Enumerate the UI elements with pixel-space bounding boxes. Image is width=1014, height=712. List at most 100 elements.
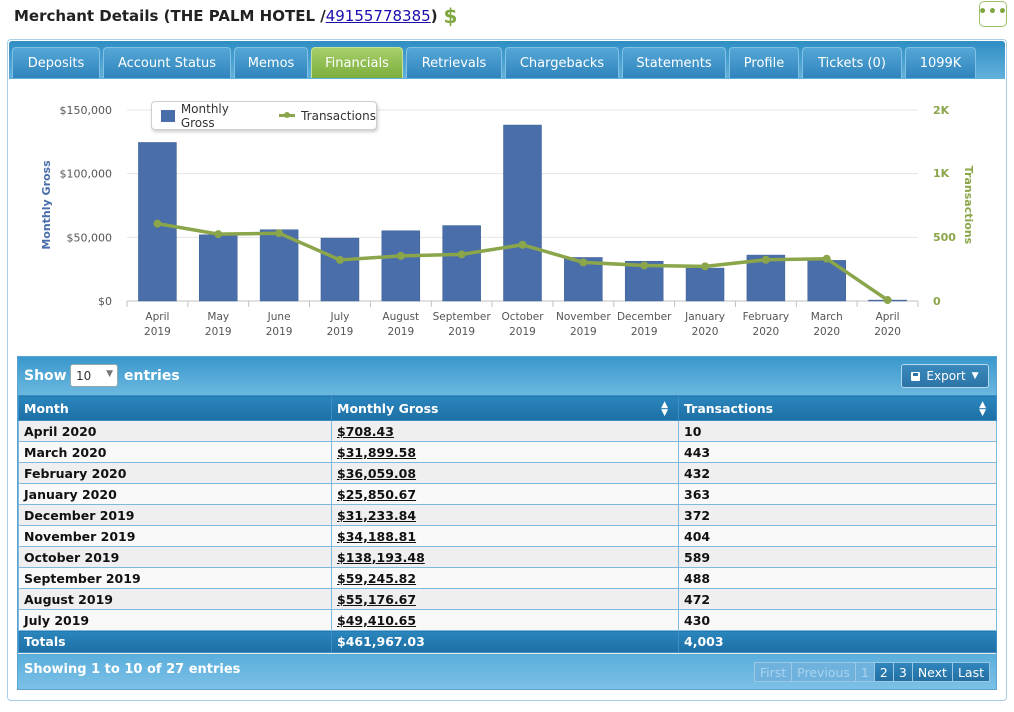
cell-monthly-gross: $25,850.67 bbox=[331, 483, 679, 505]
pager-first-button[interactable]: First bbox=[753, 662, 793, 682]
cell-monthly-gross: $708.43 bbox=[331, 420, 679, 442]
cell-month: July 2019 bbox=[18, 609, 332, 631]
column-header-label: Transactions bbox=[684, 400, 774, 416]
sort-icon: ▲ ▼ bbox=[661, 400, 668, 418]
cell-month: April 2020 bbox=[18, 420, 332, 442]
tab-memos[interactable]: Memos bbox=[234, 47, 308, 78]
cell-month: December 2019 bbox=[18, 504, 332, 526]
monthly-gross-link[interactable]: $55,176.67 bbox=[337, 591, 417, 607]
cell-monthly-gross: $49,410.65 bbox=[331, 609, 679, 631]
column-header-label: Monthly Gross bbox=[337, 400, 439, 416]
cell-monthly-gross: $31,233.84 bbox=[331, 504, 679, 526]
table-row: January 2020 $25,850.67 363 bbox=[18, 483, 997, 505]
tab-tickets-0[interactable]: Tickets (0) bbox=[802, 47, 902, 78]
monthly-gross-link[interactable]: $31,233.84 bbox=[337, 507, 417, 523]
table-row: October 2019 $138,193.48 589 bbox=[18, 546, 997, 568]
cell-month: October 2019 bbox=[18, 546, 332, 568]
cell-monthly-gross: $34,188.81 bbox=[331, 525, 679, 547]
tab-financials[interactable]: Financials bbox=[311, 47, 403, 78]
cell-monthly-gross: $55,176.67 bbox=[331, 588, 679, 610]
cell-transactions: 432 bbox=[678, 462, 997, 484]
pager-next-button[interactable]: Next bbox=[911, 662, 953, 682]
title-prefix: Merchant Details (THE PALM HOTEL / bbox=[14, 7, 326, 25]
table-row: July 2019 $49,410.65 430 bbox=[18, 609, 997, 631]
table-info: Showing 1 to 10 of 27 entries bbox=[24, 662, 241, 677]
financials-table-panel: Show 10 ▼ entries Export ▼ Month Monthly… bbox=[17, 356, 997, 690]
show-label: Show bbox=[24, 368, 67, 384]
entries-label: entries bbox=[124, 368, 180, 384]
pager-page-3[interactable]: 3 bbox=[892, 662, 913, 682]
cell-monthly-gross: $31,899.58 bbox=[331, 441, 679, 463]
cell-transactions: 363 bbox=[678, 483, 997, 505]
cell-month: August 2019 bbox=[18, 588, 332, 610]
cell-transactions: 10 bbox=[678, 420, 997, 442]
column-header-month[interactable]: Month bbox=[18, 395, 332, 421]
sort-icon: ▲ ▼ bbox=[979, 400, 986, 418]
cell-monthly-gross: $36,059.08 bbox=[331, 462, 679, 484]
cell-monthly-gross: $59,245.82 bbox=[331, 567, 679, 589]
totals-gross: $461,967.03 bbox=[331, 630, 679, 653]
table-row: April 2020 $708.43 10 bbox=[18, 420, 997, 442]
financials-table: Month Monthly Gross ▲ ▼ Transactions ▲ ▼ Apr… bbox=[18, 395, 997, 653]
table-row: February 2020 $36,059.08 432 bbox=[18, 462, 997, 484]
cell-transactions: 430 bbox=[678, 609, 997, 631]
cell-monthly-gross: $138,193.48 bbox=[331, 546, 679, 568]
pager-page-1[interactable]: 1 bbox=[854, 662, 875, 682]
dollar-icon[interactable]: $ bbox=[443, 4, 458, 28]
save-icon bbox=[911, 371, 921, 381]
monthly-gross-link[interactable]: $31,899.58 bbox=[337, 444, 417, 460]
cell-month: September 2019 bbox=[18, 567, 332, 589]
totals-label: Totals bbox=[18, 630, 332, 653]
export-label: Export bbox=[926, 369, 966, 383]
tab-account-status[interactable]: Account Status bbox=[103, 47, 231, 78]
tab-profile[interactable]: Profile bbox=[729, 47, 799, 78]
ellipsis-icon: ••• bbox=[978, 4, 1008, 20]
tab-retrievals[interactable]: Retrievals bbox=[406, 47, 502, 78]
cell-month: January 2020 bbox=[18, 483, 332, 505]
tab-statements[interactable]: Statements bbox=[622, 47, 726, 78]
pager-last-button[interactable]: Last bbox=[951, 662, 990, 682]
page-size-select[interactable]: 10 ▼ bbox=[70, 364, 118, 387]
pager-page-2[interactable]: 2 bbox=[873, 662, 894, 682]
column-header-monthly-gross[interactable]: Monthly Gross ▲ ▼ bbox=[331, 395, 679, 421]
caret-down-icon: ▼ bbox=[971, 371, 979, 381]
cell-transactions: 372 bbox=[678, 504, 997, 526]
table-footer: Showing 1 to 10 of 27 entries First Prev… bbox=[18, 654, 996, 689]
cell-transactions: 404 bbox=[678, 525, 997, 547]
pagination: First Previous 1 2 3 Next Last bbox=[753, 662, 990, 682]
more-options-button[interactable]: ••• bbox=[978, 1, 1008, 27]
monthly-gross-link[interactable]: $36,059.08 bbox=[337, 465, 417, 481]
table-toolbar: Show 10 ▼ entries Export ▼ bbox=[18, 357, 996, 395]
monthly-gross-link[interactable]: $59,245.82 bbox=[337, 570, 417, 586]
page-title: Merchant Details (THE PALM HOTEL / 49155… bbox=[14, 4, 457, 28]
cell-transactions: 472 bbox=[678, 588, 997, 610]
chevron-down-icon: ▼ bbox=[106, 369, 113, 379]
monthly-gross-link[interactable]: $34,188.81 bbox=[337, 528, 417, 544]
cell-transactions: 488 bbox=[678, 567, 997, 589]
tab-bar: Deposits Account Status Memos Financials Ret… bbox=[9, 41, 1005, 79]
title-suffix: ) bbox=[430, 7, 438, 25]
page-size-value: 10 bbox=[76, 368, 92, 383]
monthly-gross-link[interactable]: $138,193.48 bbox=[337, 549, 425, 565]
table-row: November 2019 $34,188.81 404 bbox=[18, 525, 997, 547]
table-row: September 2019 $59,245.82 488 bbox=[18, 567, 997, 589]
export-button[interactable]: Export ▼ bbox=[901, 364, 989, 388]
totals-transactions: 4,003 bbox=[678, 630, 997, 653]
tab-1099k[interactable]: 1099K bbox=[905, 47, 976, 78]
merchant-id-link[interactable]: 49155778385 bbox=[325, 7, 431, 25]
cell-month: March 2020 bbox=[18, 441, 332, 463]
tab-deposits[interactable]: Deposits bbox=[12, 47, 100, 78]
cell-month: November 2019 bbox=[18, 525, 332, 547]
cell-transactions: 589 bbox=[678, 546, 997, 568]
table-row: August 2019 $55,176.67 472 bbox=[18, 588, 997, 610]
monthly-gross-link[interactable]: $49,410.65 bbox=[337, 612, 417, 628]
totals-row: Totals $461,967.03 4,003 bbox=[18, 630, 997, 653]
cell-month: February 2020 bbox=[18, 462, 332, 484]
cell-transactions: 443 bbox=[678, 441, 997, 463]
monthly-gross-link[interactable]: $708.43 bbox=[337, 423, 394, 439]
pager-previous-button[interactable]: Previous bbox=[791, 662, 856, 682]
table-row: December 2019 $31,233.84 372 bbox=[18, 504, 997, 526]
tab-chargebacks[interactable]: Chargebacks bbox=[505, 47, 619, 78]
monthly-gross-link[interactable]: $25,850.67 bbox=[337, 486, 417, 502]
column-header-transactions[interactable]: Transactions ▲ ▼ bbox=[678, 395, 997, 421]
